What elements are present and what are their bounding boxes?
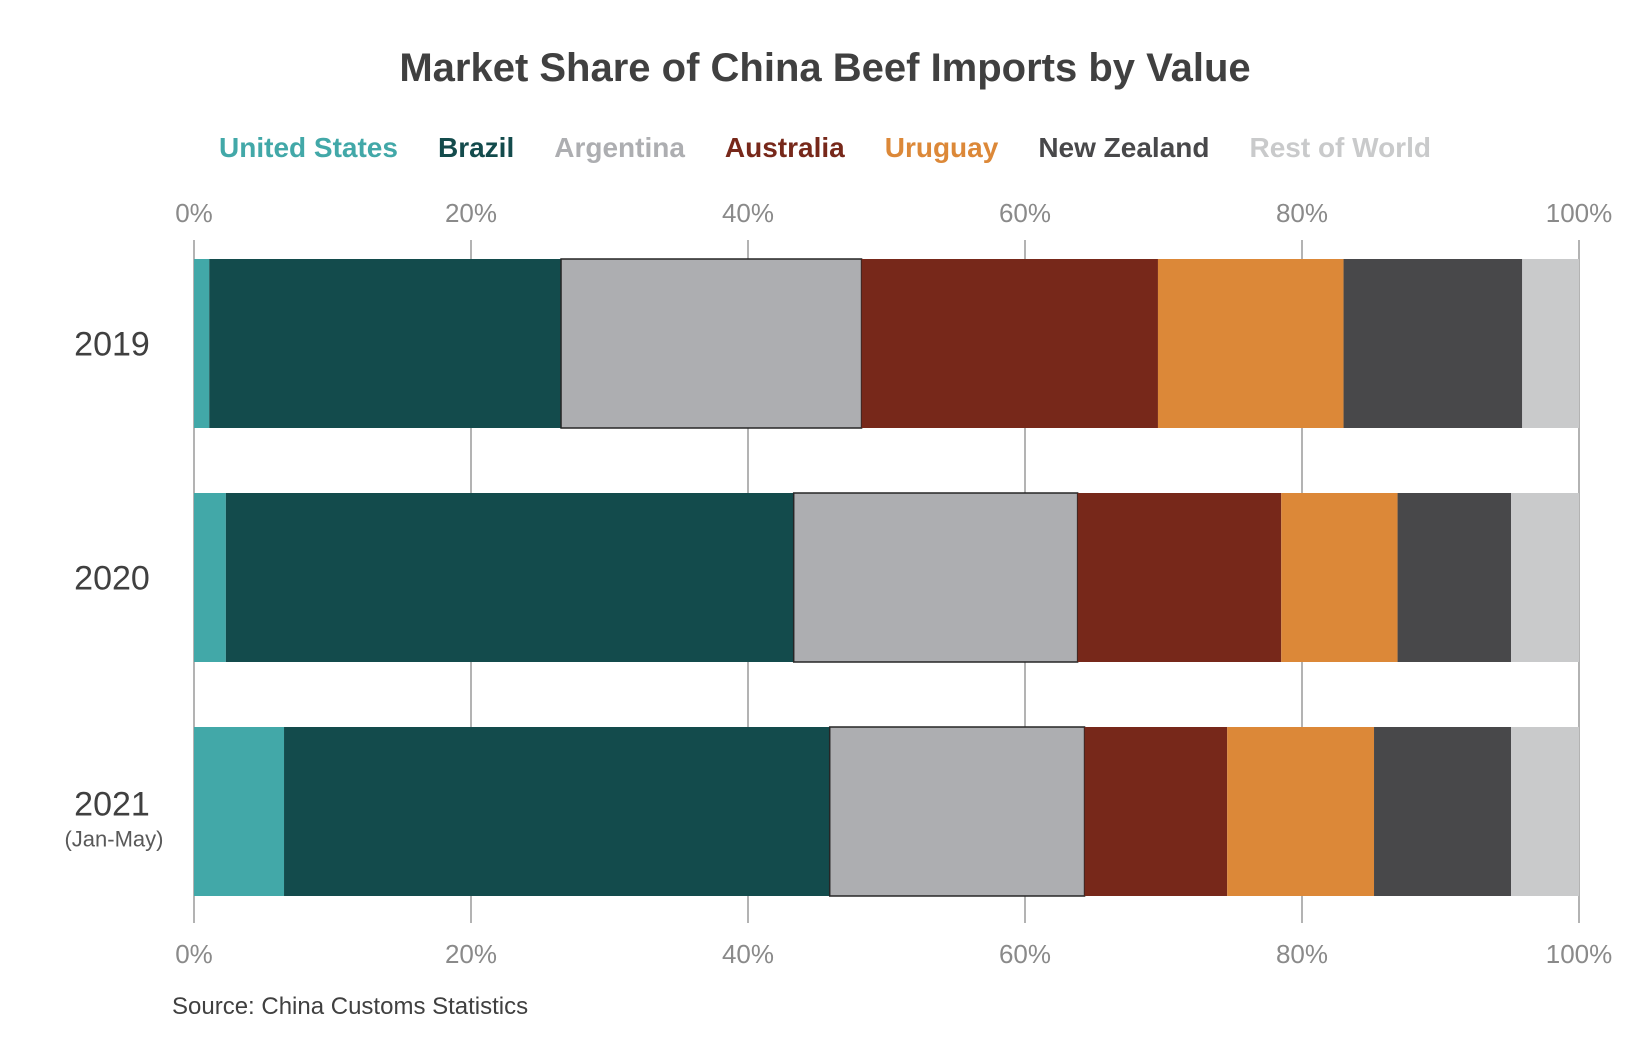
bar-rest-of-world-2021 (1511, 727, 1579, 896)
legend-item-australia: Australia (725, 132, 845, 163)
bar-uruguay-2019 (1157, 259, 1344, 428)
legend-item-brazil: Brazil (438, 132, 514, 163)
legend-item-rest-of-world: Rest of World (1249, 132, 1430, 163)
legend: United States Brazil Argentina Australia Uru… (219, 132, 1431, 163)
bar-uruguay-2021 (1227, 727, 1375, 896)
x-tick-label-top: 20% (445, 198, 497, 228)
bar-brazil-2020 (225, 493, 794, 662)
legend-item-uruguay: Uruguay (885, 132, 999, 163)
x-tick-label-top: 80% (1276, 198, 1328, 228)
top-axis: 0% 20% 40% 60% 80% 100% (175, 198, 1612, 228)
bars (194, 258, 1579, 897)
x-tick-label-bottom: 40% (722, 939, 774, 969)
legend-item-new-zealand: New Zealand (1038, 132, 1209, 163)
x-tick-label-top: 0% (175, 198, 213, 228)
bar-brazil-2021 (284, 727, 830, 896)
x-tick-label-bottom: 80% (1276, 939, 1328, 969)
bar-uruguay-2020 (1281, 493, 1398, 662)
bar-australia-2020 (1077, 493, 1282, 662)
x-tick-label-bottom: 20% (445, 939, 497, 969)
bar-new-zealand-2021 (1374, 727, 1512, 896)
bar-argentina-2019 (560, 258, 863, 429)
category-sublabel: (Jan-May) (64, 827, 163, 852)
bar-argentina-2021 (828, 726, 1086, 897)
x-tick-label-top: 60% (999, 198, 1051, 228)
bar-united-states-2020 (194, 493, 226, 662)
category-label: 2019 (74, 326, 150, 364)
bar-new-zealand-2020 (1397, 493, 1512, 662)
category-label: 2021 (74, 786, 150, 824)
bottom-axis: 0% 20% 40% 60% 80% 100% (175, 939, 1612, 969)
bar-rest-of-world-2020 (1511, 493, 1579, 662)
legend-item-argentina: Argentina (554, 132, 685, 163)
bar-australia-2019 (861, 259, 1158, 428)
bar-australia-2021 (1084, 727, 1228, 896)
bar-rest-of-world-2019 (1522, 259, 1579, 428)
x-tick-label-bottom: 100% (1546, 939, 1613, 969)
chart-title: Market Share of China Beef Imports by Va… (399, 46, 1250, 90)
bar-argentina-2020 (792, 492, 1079, 663)
bar-united-states-2021 (194, 727, 285, 896)
x-tick-label-bottom: 0% (175, 939, 213, 969)
x-tick-label-bottom: 60% (999, 939, 1051, 969)
bar-new-zealand-2019 (1343, 259, 1523, 428)
category-label: 2020 (74, 560, 150, 598)
legend-item-united-states: United States (219, 132, 398, 163)
source-note: Source: China Customs Statistics (172, 993, 528, 1020)
x-tick-label-top: 100% (1546, 198, 1613, 228)
category-axis: 2019 2020 2021 (Jan-May) (64, 326, 163, 852)
bar-united-states-2019 (194, 259, 210, 428)
x-tick-label-top: 40% (722, 198, 774, 228)
bar-brazil-2019 (209, 259, 562, 428)
